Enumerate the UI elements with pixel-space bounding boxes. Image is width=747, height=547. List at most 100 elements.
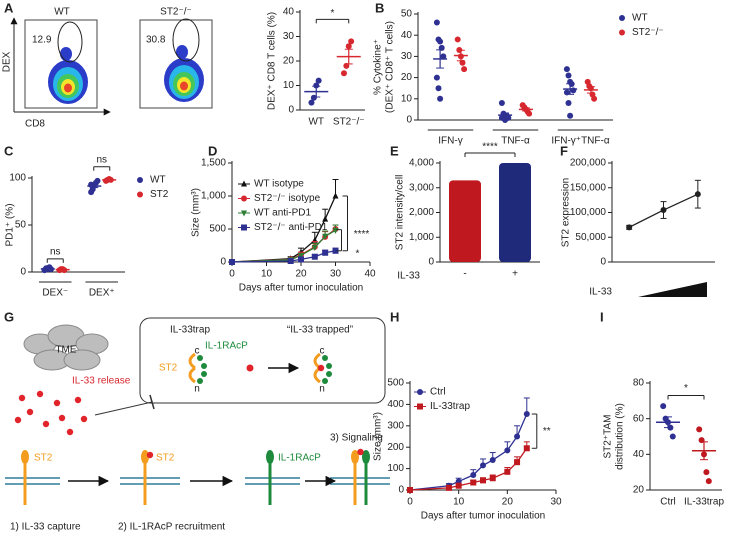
data-point: [454, 36, 461, 43]
y-tick-label: 1,000: [409, 232, 434, 243]
il33-dot: [246, 364, 254, 372]
data-point: [470, 479, 477, 486]
y-tick-label: 30: [401, 51, 413, 62]
legend-label: WT: [150, 175, 166, 186]
data-point: [308, 99, 315, 106]
significance-label: ****: [354, 229, 370, 240]
y-tick-label: 0: [288, 105, 294, 116]
x-tick-label: +: [512, 269, 518, 280]
legend-marker: [241, 210, 247, 217]
y-tick-label: 20: [633, 485, 645, 496]
point-cloud: [499, 163, 531, 262]
y-tick-label: 30: [283, 31, 295, 42]
y-axis-label: distribution (%): [615, 403, 626, 470]
legend-marker: [137, 191, 143, 198]
data-point: [567, 112, 574, 119]
data-point: [498, 100, 505, 107]
y-tick-label: 50,000: [575, 232, 606, 243]
data-point: [332, 247, 339, 254]
legend-marker: [241, 224, 247, 231]
data-point: [514, 459, 521, 466]
x-tick-label: 20: [295, 269, 307, 280]
x-tick-label: DEX⁻: [42, 288, 68, 299]
significance-label: ns: [50, 246, 61, 257]
data-point: [348, 38, 355, 45]
data-point: [440, 53, 447, 60]
data-point: [315, 77, 322, 84]
trap-box: [139, 317, 386, 404]
x-tick-label: 40: [364, 269, 376, 280]
data-point: [565, 100, 572, 107]
il1racp-label: IL-1RAcP: [205, 341, 248, 352]
legend-label: WT: [632, 13, 648, 24]
il33-dots: [14, 390, 88, 436]
data-point: [703, 469, 710, 476]
x-tick-label: TNF-α: [501, 136, 530, 147]
data-point: [437, 38, 444, 45]
receptor-label: ST2: [34, 453, 53, 464]
data-point: [523, 411, 530, 418]
legend-marker: [417, 403, 423, 410]
data-point: [470, 472, 477, 479]
gate: [57, 21, 83, 63]
flow-x-label: CD8: [25, 119, 45, 130]
x-tick-label: DEX⁺: [89, 288, 115, 299]
data-point: [480, 477, 486, 484]
y-tick-label: 2,000: [409, 207, 434, 218]
data-point: [591, 95, 598, 102]
inhibition-bar: [149, 394, 155, 410]
data-point: [504, 468, 511, 475]
y-tick-label: 50: [401, 9, 413, 20]
st2-label: ST2: [159, 363, 178, 374]
tme-cluster: [23, 324, 109, 371]
y-axis-label: ST2⁺TAM: [603, 415, 614, 459]
panel-label: I: [600, 309, 604, 324]
dose-wedge: [638, 282, 707, 297]
panel-label: D: [208, 143, 217, 158]
x-tick-label: 0: [229, 269, 235, 280]
receptor: [266, 450, 274, 505]
y-tick-label: 40: [283, 7, 295, 18]
gate: [172, 18, 200, 62]
y-tick-label: 500: [387, 378, 404, 389]
density-blob: [164, 45, 204, 102]
y-tick-label: 40: [401, 30, 413, 41]
data-point: [435, 85, 442, 92]
gate-value: 12.9: [32, 35, 52, 46]
data-point: [489, 457, 496, 464]
legend-label: ST2⁻/⁻: [632, 27, 664, 38]
panel-label: E: [390, 143, 399, 158]
y-tick-label: 100,000: [570, 207, 607, 218]
y-tick-label: 0: [398, 485, 404, 496]
data-point: [310, 94, 317, 101]
x-tick-label: IL-33trap: [684, 497, 724, 508]
y-axis-label: DEX⁺ CD8 T cells (%): [267, 12, 278, 110]
series-line: [231, 228, 336, 263]
point-cloud: [449, 180, 481, 262]
trap-label: IL-33trap: [170, 325, 210, 336]
x-tick-label: IFN-γ: [438, 136, 462, 147]
data-point: [696, 426, 703, 433]
flow-plots: DEX CD8 WT ST2⁻/⁻ 12.9 30.8: [2, 7, 213, 130]
data-point: [523, 445, 530, 452]
data-point: [570, 87, 577, 94]
y-axis-label: Size (mm³): [373, 412, 384, 461]
y-tick-label: 400: [387, 399, 404, 410]
data-point: [287, 258, 294, 265]
data-point: [565, 72, 572, 79]
legend-label: ST2⁻/⁻ anti-PD1: [254, 222, 328, 233]
y-tick-label: 10: [283, 80, 295, 91]
flow-frame: [139, 19, 213, 109]
x-axis-label: Days after tumor inoculation: [421, 511, 546, 522]
y-tick-label: 500: [209, 224, 226, 235]
panel-label: H: [390, 309, 399, 324]
y-tick-label: 3,000: [409, 182, 434, 193]
panel-label: C: [4, 143, 14, 158]
data-point: [660, 403, 667, 410]
data-point: [433, 74, 440, 81]
y-tick-label: 200: [387, 442, 404, 453]
flow-y-label: DEX: [2, 51, 13, 72]
n-label: n: [319, 384, 325, 395]
data-point: [461, 66, 468, 73]
